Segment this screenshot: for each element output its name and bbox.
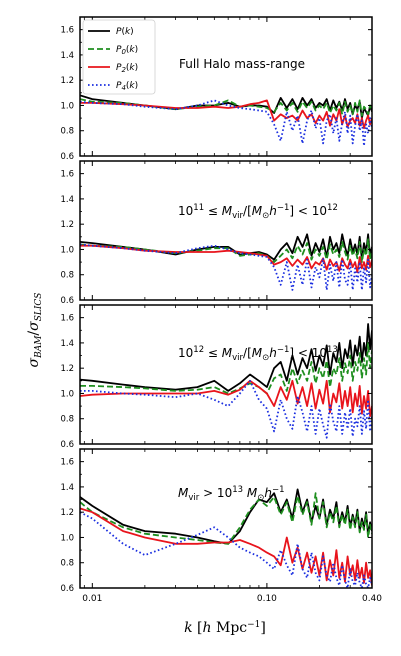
legend-label: P4(k) [116,81,138,92]
y-tick-label: 1.0 [60,101,74,111]
panel-annotation: Full Halo mass-range [179,57,305,71]
series-line-p0k [80,342,372,395]
legend-box [82,19,156,95]
panel-annotation: Mvir > 1013 M⊙h−1 [178,485,284,503]
series-line-p2k [80,379,372,418]
axes-frame [79,160,373,301]
panel-annotation: 1011 ≤ Mvir/[M⊙h−1] < 1012 [178,203,338,221]
panels: 0.6 0.8 1.0 1.2 1.4 1.6 Full Halo mass-range P(… [60,16,382,604]
y-tick-label: 0.8 [60,415,74,425]
panel-3: 0.6 0.8 1.0 1.2 1.4 1.6 1012 ≤ Mvir/[M⊙h−1] < … [60,304,373,450]
y-tick-label: 1.6 [60,26,74,36]
y-tick-label: 1.6 [60,458,74,468]
y-tick-label: 0.8 [60,559,74,569]
y-tick-label: 1.6 [60,314,74,324]
legend-label: P(k) [116,27,134,37]
series-line-p4k [80,511,372,588]
y-tick-label: 1.2 [60,76,74,86]
y-tick-label: 1.0 [60,245,74,255]
series-line-p2k [80,244,372,274]
y-tick-label: 0.6 [60,440,74,450]
y-tick-label: 1.4 [60,51,74,61]
y-tick-label: 1.4 [60,195,74,205]
axes-frame [79,448,373,589]
series-line-p2k [80,507,372,586]
y-tick-label: 1.2 [60,508,74,518]
y-tick-label: 0.8 [60,127,74,137]
panel-4: 0.6 0.8 1.0 1.2 1.4 1.6 0.01 0.10 0.40 Mvir > 101… [60,448,382,604]
y-tick-label: 1.4 [60,339,74,349]
axes-frame [79,16,373,157]
axes-frame [79,304,373,445]
y-tick-label: 1.4 [60,483,74,493]
y-tick-label: 1.2 [60,364,74,374]
y-tick-label: 1.0 [60,389,74,399]
legend: P(k) P0(k) P2(k) P4(k) [82,19,156,95]
x-axis-label: k [h Mpc−1] [184,620,266,636]
panel-annotation: 1012 ≤ Mvir/[M⊙h−1] < 1013 [178,345,338,363]
series-line-pk [80,323,372,392]
y-tick-label: 0.6 [60,296,74,306]
y-tick-label: 0.8 [60,271,74,281]
series-line-p4k [80,379,372,439]
series-line-p0k [80,98,372,117]
x-tick-label: 0.40 [362,594,382,604]
x-tick-label: 0.10 [257,594,277,604]
series-line-p4k [80,99,372,147]
y-tick-label: 1.2 [60,220,74,230]
series-line-p0k [80,238,372,263]
y-tick-label: 1.6 [60,170,74,180]
y-axis-label: σBAM/σSLICS [26,293,44,368]
panel-1: 0.6 0.8 1.0 1.2 1.4 1.6 Full Halo mass-range P(… [60,16,373,162]
x-tick-label: 0.01 [82,594,102,604]
y-tick-label: 0.6 [60,584,74,594]
legend-label: P0(k) [116,45,138,56]
y-tick-label: 0.6 [60,152,74,162]
series-line-p0k [80,492,372,545]
legend-label: P2(k) [116,63,138,74]
y-tick-label: 1.0 [60,533,74,543]
series-line-pk [80,94,372,119]
panel-2: 0.6 0.8 1.0 1.2 1.4 1.6 1011 ≤ Mvir/[M⊙h−1] < … [60,160,373,306]
